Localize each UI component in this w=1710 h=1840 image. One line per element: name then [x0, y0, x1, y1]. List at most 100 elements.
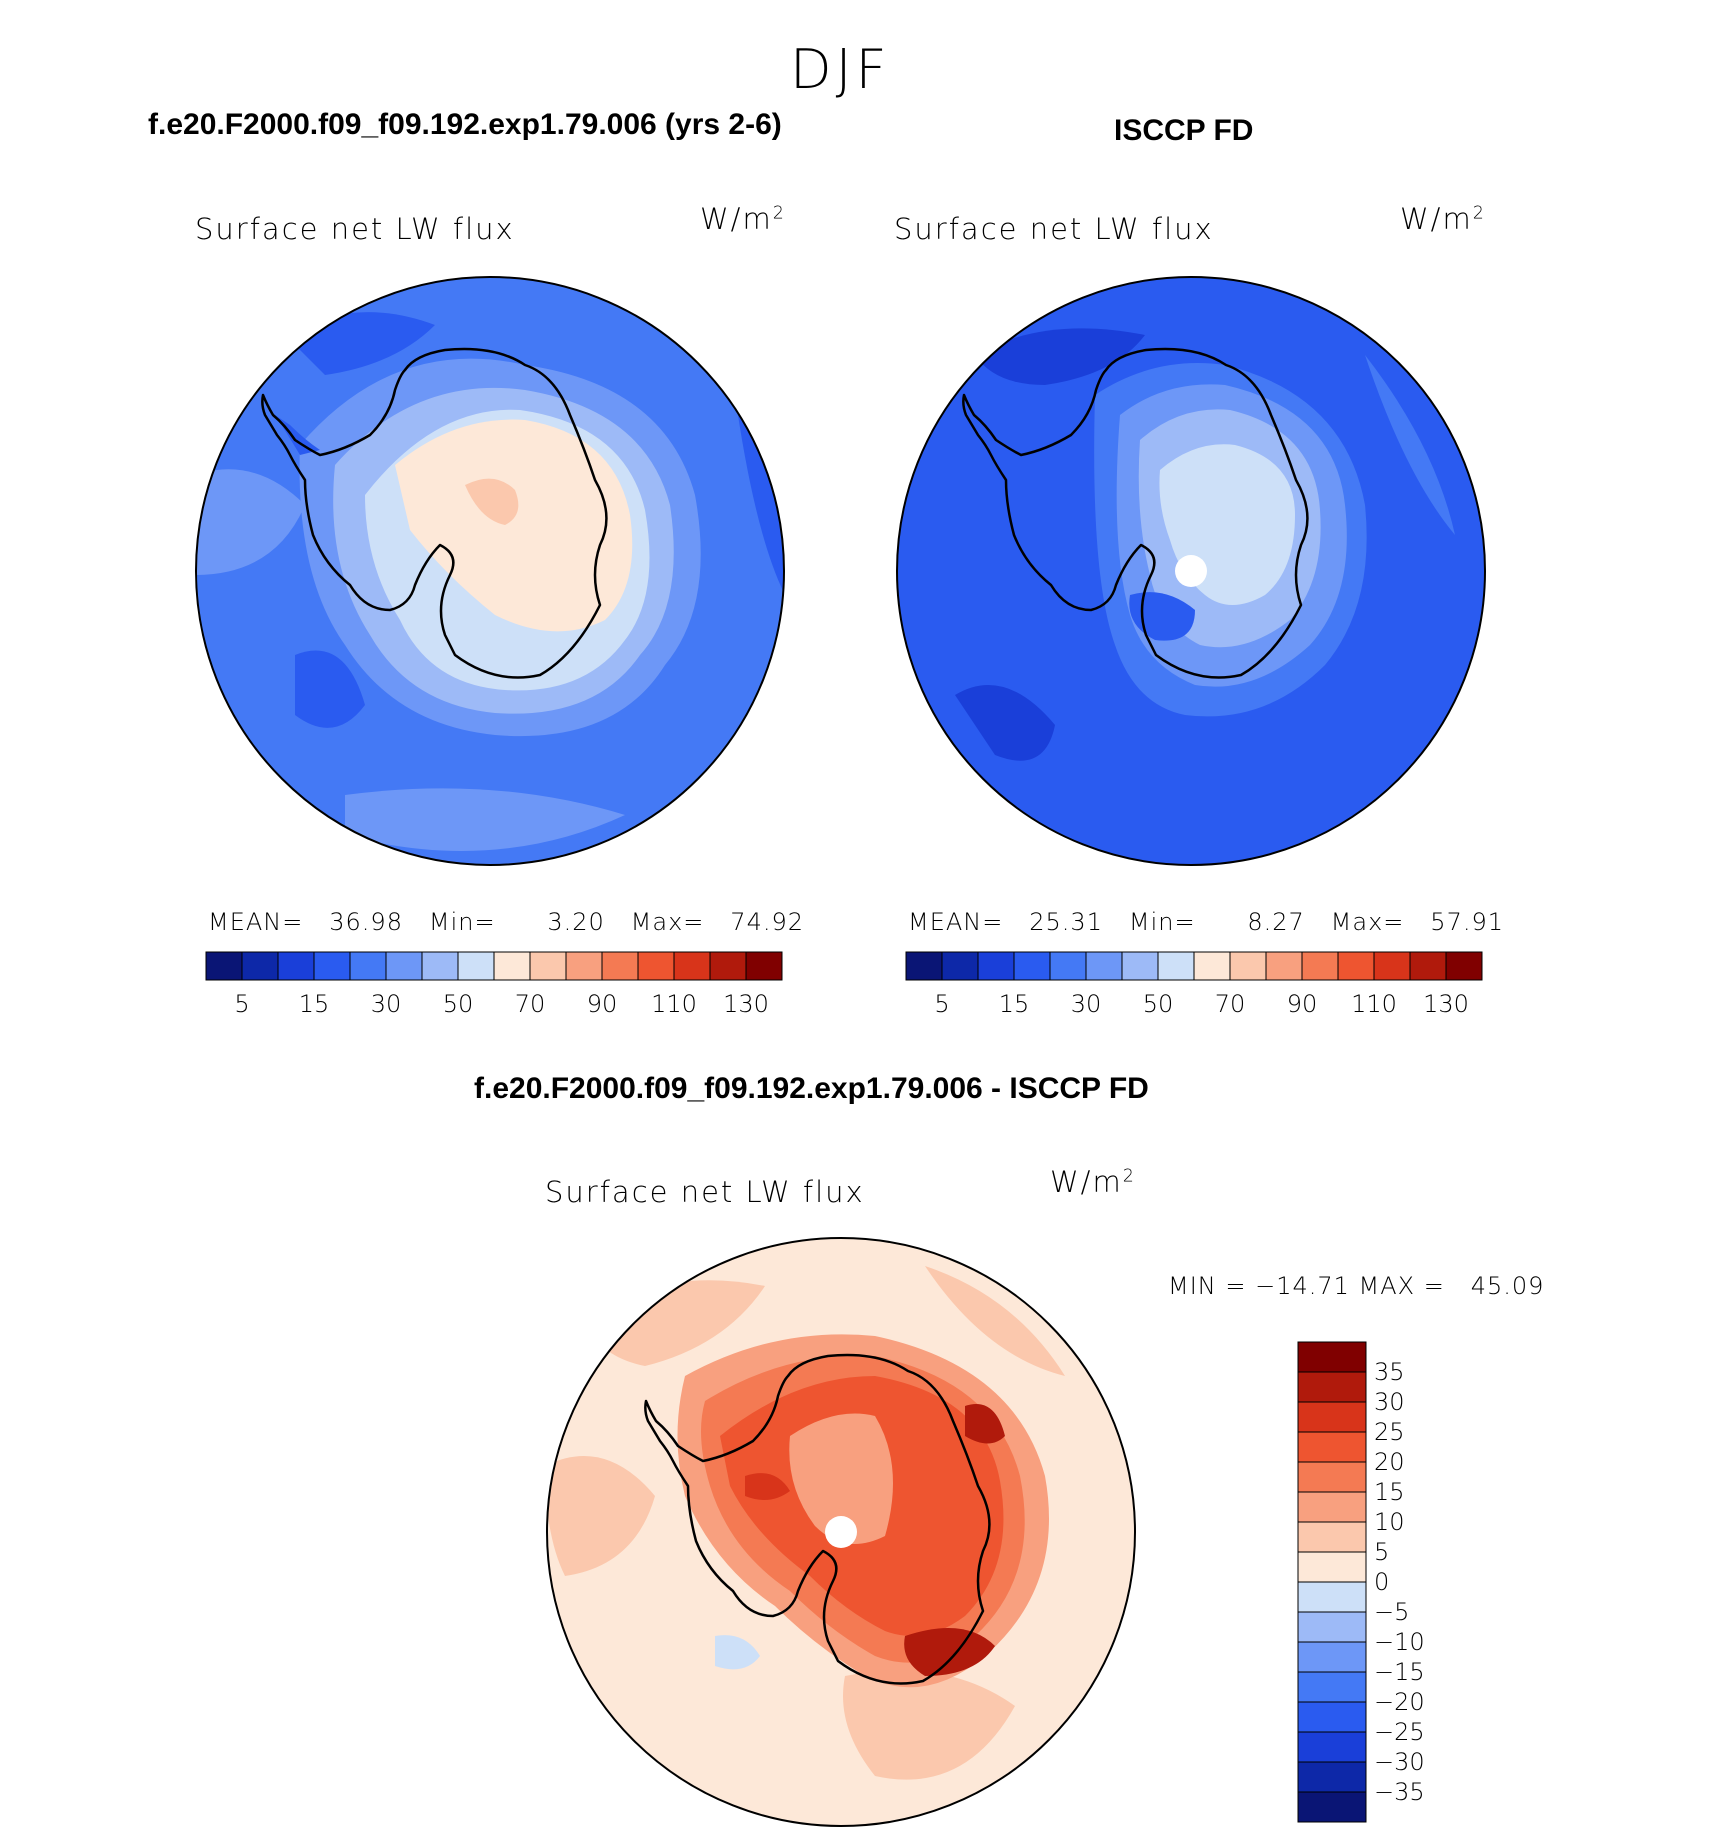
- colorbar-tick-label: 0: [1374, 1568, 1389, 1596]
- colorbar-tick-label: 5: [1374, 1538, 1389, 1566]
- colorbar-tick-label: −15: [1374, 1658, 1425, 1686]
- colorbar-swatch: [313, 951, 351, 981]
- moderate-flux-region: [196, 469, 305, 575]
- colorbar-swatch: [529, 951, 567, 981]
- colorbar-swatch: [745, 951, 783, 981]
- low-flux-region: [735, 395, 784, 595]
- units-exponent: 2: [1472, 203, 1486, 224]
- missing-data-pole: [1175, 555, 1207, 587]
- colorbar-swatch: [1409, 951, 1447, 981]
- panel-title-obs: Surface net LW flux: [894, 212, 1214, 246]
- units-exponent: 2: [1122, 1166, 1136, 1187]
- colorbar-swatch: [565, 951, 603, 981]
- colorbar-obs: 5 15 30 50 70 90 110 130: [905, 951, 1483, 1018]
- units-exponent: 2: [772, 203, 786, 224]
- colorbar-tick-label: 5: [934, 990, 949, 1018]
- max-flux-region: [465, 478, 519, 525]
- units-model: W/m2: [700, 202, 786, 236]
- colorbar-tick-label: −35: [1374, 1778, 1425, 1806]
- map-boundary: [896, 276, 1486, 866]
- mean-label: MEAN=: [908, 908, 1004, 936]
- colorbar-swatch: [941, 951, 979, 981]
- colorbar-swatch: [1297, 1461, 1367, 1493]
- weak-negative-region: [715, 1635, 760, 1670]
- colorbar-tick-label: −25: [1374, 1718, 1425, 1746]
- moderate-flux-region: [345, 788, 625, 851]
- colorbar-swatch: [1301, 951, 1339, 981]
- units-obs: W/m2: [1400, 202, 1486, 236]
- colorbar-swatch: [1157, 951, 1195, 981]
- colorbar-swatch: [1265, 951, 1303, 981]
- colorbar-tick-label: 15: [299, 990, 330, 1018]
- colorbar-tick-label: 15: [999, 990, 1030, 1018]
- diff-minmax: MIN = −14.71 MAX = 45.09: [1168, 1272, 1545, 1300]
- colorbar-tick-label: 130: [1423, 990, 1469, 1018]
- colorbar-swatch: [1297, 1521, 1367, 1553]
- colorbar-swatch: [1337, 951, 1375, 981]
- colorbar-swatch: [457, 951, 495, 981]
- polar-map-model: [195, 276, 785, 866]
- peninsula-low-flux: [275, 415, 320, 455]
- map-boundary: [546, 1237, 1136, 1827]
- min-label: Min=: [428, 908, 496, 936]
- colorbar-swatch: [1297, 1641, 1367, 1673]
- colorbar-swatch: [1229, 951, 1267, 981]
- panel-title-model: Surface net LW flux: [195, 212, 515, 246]
- weak-positive-region: [547, 1456, 655, 1576]
- units-base: W/m: [1050, 1165, 1123, 1199]
- high-positive-region: [745, 1473, 790, 1500]
- max-label: Max=: [1330, 908, 1405, 936]
- units-diff: W/m2: [1050, 1165, 1136, 1199]
- max-value: 74.92: [730, 908, 805, 936]
- max-value: 57.91: [1430, 908, 1505, 936]
- colorbar-swatch: [1297, 1731, 1367, 1763]
- mean-value: 25.31: [1029, 908, 1103, 936]
- colorbar-tick-label: 30: [1374, 1388, 1405, 1416]
- units-base: W/m: [700, 202, 773, 236]
- colorbar-swatch: [385, 951, 423, 981]
- colorbar-swatch: [905, 951, 943, 981]
- colorbar-tick-label: 10: [1374, 1508, 1405, 1536]
- colorbar-swatch: [1013, 951, 1051, 981]
- colorbar-tick-label: −30: [1374, 1748, 1425, 1776]
- colorbar-swatch: [1297, 1371, 1367, 1403]
- low-flux-region: [975, 328, 1145, 385]
- colorbar-swatch: [1297, 1761, 1367, 1793]
- colorbar-swatch: [1297, 1791, 1367, 1823]
- panel-title-diff: Surface net LW flux: [545, 1175, 865, 1209]
- colorbar-tick-label: 30: [371, 990, 402, 1018]
- colorbar-tick-label: 110: [651, 990, 697, 1018]
- colorbar-swatch: [977, 951, 1015, 981]
- colorbar-swatch: [349, 951, 387, 981]
- colorbar-swatch: [709, 951, 747, 981]
- colorbar-tick-label: 25: [1374, 1418, 1405, 1446]
- min-value: 8.27: [1247, 908, 1305, 936]
- colorbar-swatch: [1297, 1491, 1367, 1523]
- antarctica-coastline: [261, 347, 608, 679]
- colorbar-tick-label: 15: [1374, 1478, 1405, 1506]
- mean-value: 36.98: [329, 908, 403, 936]
- colorbar-tick-label: 50: [1143, 990, 1174, 1018]
- colorbar-tick-label: 70: [515, 990, 546, 1018]
- colorbar-swatch: [1297, 1401, 1367, 1433]
- colorbar-swatch: [1373, 951, 1411, 981]
- colorbar-tick-label: 110: [1351, 990, 1397, 1018]
- weak-positive-region: [925, 1266, 1065, 1376]
- map-boundary: [195, 276, 785, 866]
- stats-model: MEAN= 36.98 Min= 3.20 Max= 74.92: [208, 908, 804, 936]
- colorbar-swatch: [1297, 1611, 1367, 1643]
- colorbar-swatch: [1121, 951, 1159, 981]
- colorbar-swatch: [1297, 1581, 1367, 1613]
- colorbar-swatch: [1297, 1701, 1367, 1733]
- colorbar-swatch: [205, 951, 243, 981]
- colorbar-tick-label: 30: [1071, 990, 1102, 1018]
- weak-positive-region: [843, 1670, 1015, 1780]
- colorbar-swatch: [1297, 1431, 1367, 1463]
- colorbar-tick-label: −20: [1374, 1688, 1425, 1716]
- moderate-flux-region: [1365, 355, 1455, 535]
- colorbar-swatch: [601, 951, 639, 981]
- colorbar-swatch: [1297, 1671, 1367, 1703]
- colorbar-swatch: [1085, 951, 1123, 981]
- colorbar-tick-label: 90: [1287, 990, 1318, 1018]
